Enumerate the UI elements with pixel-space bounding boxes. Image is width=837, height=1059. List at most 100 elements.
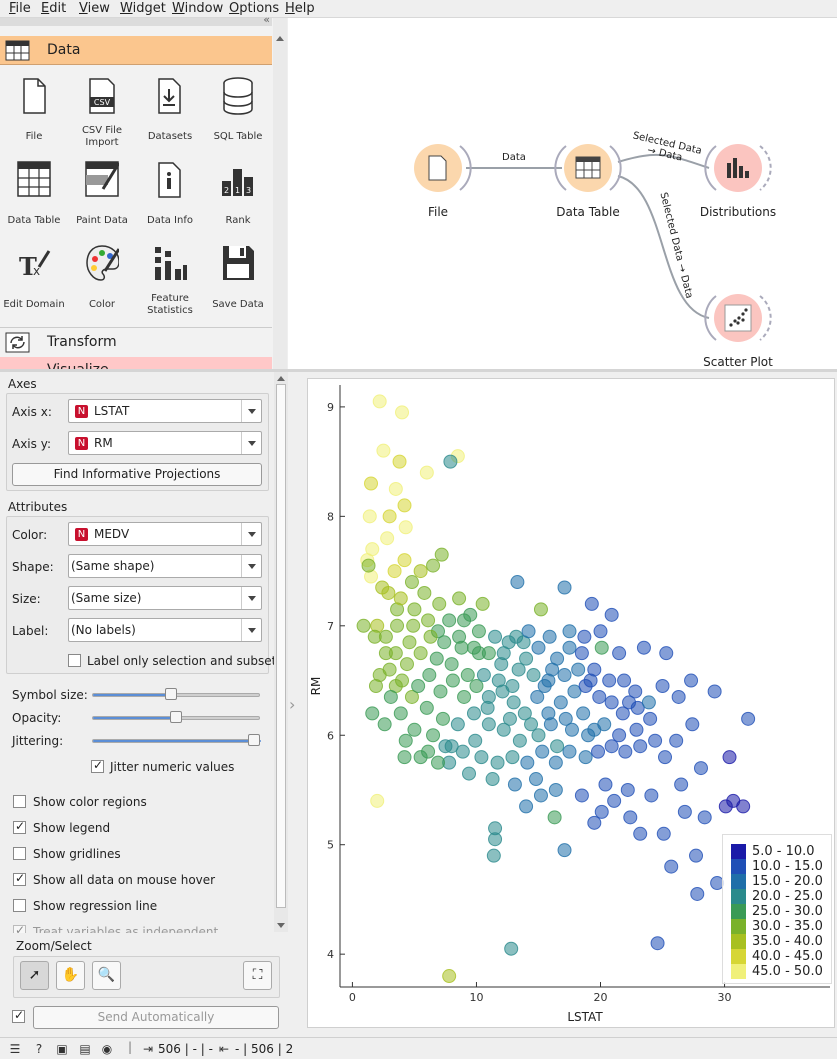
widget-tile-file[interactable]: File (0, 73, 68, 153)
scroll-up-icon[interactable] (277, 376, 285, 381)
collapse-icon[interactable]: « (263, 13, 270, 26)
treat-variables-row: Treat variables as independent (0, 924, 274, 933)
data-point (618, 744, 633, 759)
scroll-up-icon[interactable] (276, 36, 284, 41)
widget-tile-label: File (25, 131, 43, 142)
snapshot-icon[interactable]: ◉ (101, 1042, 113, 1056)
pan-tool-button[interactable]: ✋ (56, 961, 85, 990)
show-color-regions-checkbox[interactable] (13, 795, 26, 808)
data-point (383, 689, 398, 704)
data-point (564, 722, 579, 737)
data-point (594, 640, 609, 655)
save-icon[interactable]: ▣ (56, 1042, 68, 1056)
widget-tile-sql-table[interactable]: SQL Table (204, 73, 272, 153)
data-point (471, 624, 486, 639)
widget-tile-csv-file-import[interactable]: CSV CSV File Import (68, 73, 136, 153)
scatter-plot-area[interactable]: 0 10 20 30 4 5 6 7 8 9 LSTAT RM 5.0 - 10.0 10.0 - 15… (307, 378, 835, 1028)
menu-view[interactable]: View (79, 1, 110, 16)
report-icon[interactable]: ▤ (79, 1042, 91, 1056)
widget-tile-paint-data[interactable]: Paint Data (68, 157, 136, 237)
slider-handle[interactable] (248, 734, 260, 746)
category-data[interactable]: Data (0, 36, 272, 65)
menu-widget[interactable]: Widget (120, 1, 166, 16)
widget-tile-data-table[interactable]: Data Table (0, 157, 68, 237)
widget-tile-datasets[interactable]: Datasets (136, 73, 204, 153)
show-legend-label: Show legend (33, 821, 111, 835)
link-table-scatter[interactable] (617, 175, 710, 319)
axis-y-combo[interactable]: N RM (68, 431, 262, 455)
slider-handle[interactable] (165, 688, 178, 700)
send-automatically-button[interactable]: Send Automatically (33, 1006, 279, 1029)
select-tool-button[interactable]: ➚ (20, 961, 49, 990)
zoom-tool-button[interactable]: 🔍 (92, 961, 121, 990)
menu-help[interactable]: Help (285, 1, 315, 16)
widget-tile-feature-statistics[interactable]: Feature Statistics (136, 241, 204, 321)
menu-options[interactable]: Options (229, 1, 280, 16)
shape-combo[interactable]: (Same shape) (68, 554, 262, 578)
link-table-distributions[interactable] (617, 153, 710, 169)
status-bar: ☰ ? ▣ ▤ ◉ | ⇥ 506 | - | - ⇤ - | 506 | 2 (0, 1037, 837, 1059)
magnifier-icon: 🔍 (97, 967, 116, 983)
widget-tile-rank[interactable]: 2 1 3 Rank (204, 157, 272, 237)
menu-bar: File Edit View Widget Window Options Hel… (0, 0, 837, 18)
show-gridlines-checkbox[interactable] (13, 847, 26, 860)
widget-tile-save-data[interactable]: Save Data (204, 241, 272, 321)
numeric-icon: N (75, 528, 88, 541)
window-splitter[interactable] (0, 369, 837, 372)
menu-window[interactable]: Window (172, 1, 224, 16)
data-point (604, 695, 619, 710)
data-point (574, 646, 589, 661)
label-combo[interactable]: (No labels) (68, 618, 262, 642)
menu-file[interactable]: File (9, 1, 31, 16)
show-legend-checkbox[interactable] (13, 819, 26, 834)
widget-tile-color[interactable]: Color (68, 241, 136, 321)
jittering-slider[interactable] (92, 734, 261, 746)
category-transform[interactable]: Transform (0, 327, 272, 356)
x-tick-label: 10 (469, 991, 483, 1004)
scroll-thumb[interactable] (276, 384, 286, 908)
data-point (474, 750, 489, 765)
symbol-size-slider[interactable] (92, 688, 260, 700)
scroll-down-icon[interactable] (277, 923, 285, 928)
data-point (367, 629, 382, 644)
reset-zoom-button[interactable]: ⛶ (243, 961, 272, 990)
jitter-numeric-checkbox[interactable] (91, 758, 104, 773)
data-point (617, 673, 632, 688)
category-visualize[interactable]: Visualize (0, 357, 272, 370)
slider-handle[interactable] (170, 711, 182, 723)
expand-arrow-icon[interactable]: › (289, 695, 296, 714)
data-point (541, 706, 556, 721)
find-projections-button[interactable]: Find Informative Projections (12, 463, 262, 486)
node-distributions-circle[interactable] (714, 144, 762, 192)
widget-tile-label: Data Info (147, 215, 193, 226)
data-point (689, 848, 704, 863)
label-only-selection-checkbox[interactable] (68, 654, 81, 667)
help-icon[interactable]: ? (35, 1042, 43, 1056)
data-point (707, 684, 722, 699)
workflow-canvas[interactable]: File Data Table Distributions Scatter Pl… (288, 18, 837, 370)
menu-icon[interactable]: ☰ (9, 1042, 21, 1056)
show-all-data-checkbox[interactable] (13, 871, 26, 886)
scatter-plot-svg[interactable]: 0 10 20 30 4 5 6 7 8 9 LSTAT RM (308, 379, 836, 1029)
color-combo[interactable]: N MEDV (68, 522, 262, 546)
size-combo[interactable]: (Same size) (68, 586, 262, 610)
send-auto-checkbox[interactable] (12, 1008, 25, 1023)
chevron-down-icon (241, 523, 261, 545)
show-regression-checkbox[interactable] (13, 899, 26, 912)
data-point (377, 717, 392, 732)
treat-variables-checkbox[interactable] (13, 924, 26, 933)
controls-scrollbar[interactable] (274, 372, 288, 932)
data-point (388, 481, 403, 496)
axis-x-combo[interactable]: N LSTAT (68, 399, 262, 423)
toolbox-scrollbar[interactable] (273, 18, 287, 370)
input-summary: 506 | - | - (158, 1042, 213, 1056)
widget-tile-data-info[interactable]: Data Info (136, 157, 204, 237)
toolbox-collapse-bar[interactable]: « (0, 13, 272, 26)
data-point (469, 679, 484, 693)
opacity-slider[interactable] (92, 711, 260, 723)
menu-edit[interactable]: Edit (41, 1, 67, 16)
treat-variables-label: Treat variables as independent (33, 925, 219, 933)
legend-label: 45.0 - 50.0 (752, 964, 823, 979)
data-point (510, 575, 525, 590)
